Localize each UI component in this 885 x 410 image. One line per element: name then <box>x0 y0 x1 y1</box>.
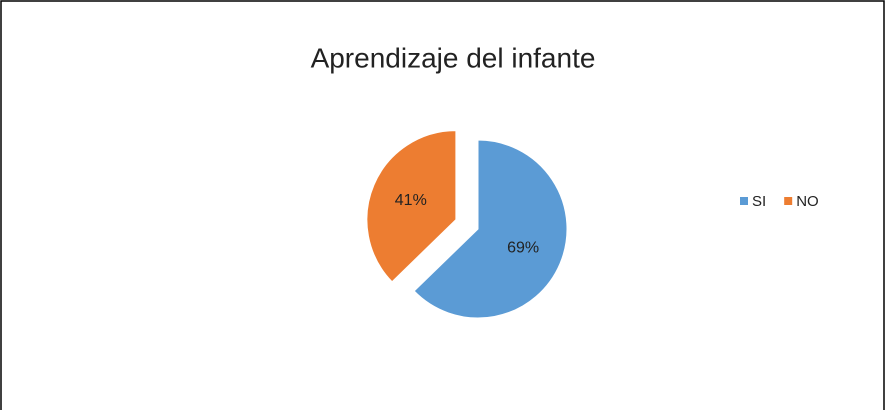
legend-swatch <box>784 197 793 205</box>
pie-slice <box>413 139 568 319</box>
chart-title: Aprendizaje del infante <box>311 42 596 73</box>
legend-label: SI <box>752 193 766 210</box>
data-label: 41% <box>395 192 427 209</box>
data-label: 69% <box>507 239 539 256</box>
pie-slice <box>366 130 457 283</box>
legend-label: NO <box>796 193 819 210</box>
legend-swatch <box>740 197 748 205</box>
